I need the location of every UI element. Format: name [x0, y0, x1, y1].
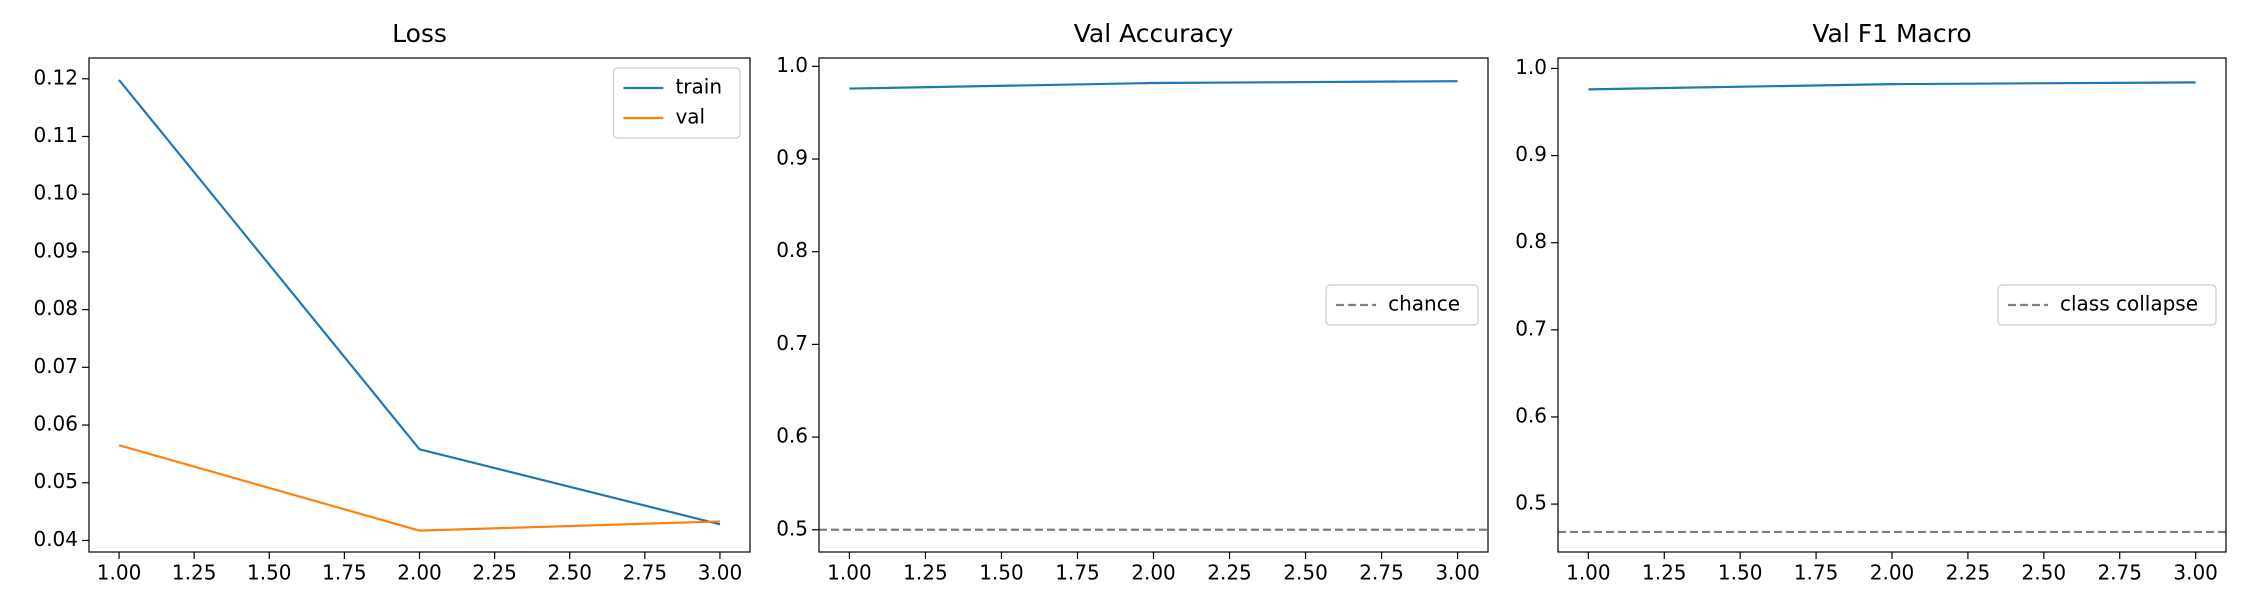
y-tick-label: 0.07 — [33, 354, 78, 378]
chart-title: Loss — [392, 19, 447, 48]
axes-frame — [88, 57, 751, 553]
legend-label: train — [675, 75, 722, 99]
x-tick-label: 1.00 — [1566, 561, 1611, 585]
x-tick-label: 2.75 — [623, 561, 668, 585]
y-tick-label: 0.08 — [33, 296, 78, 320]
x-tick-label: 1.50 — [979, 561, 1024, 585]
x-tick-label: 2.25 — [1207, 561, 1252, 585]
x-tick-label: 2.75 — [1359, 561, 1404, 585]
y-tick-label: 0.5 — [1515, 491, 1547, 515]
axes-frame — [1557, 57, 2227, 553]
x-tick-label: 2.00 — [397, 561, 442, 585]
x-tick-label: 3.00 — [698, 561, 743, 585]
chart-title: Val F1 Macro — [1812, 19, 1971, 48]
x-tick-label: 1.75 — [322, 561, 367, 585]
legend: chance — [1325, 284, 1479, 326]
x-tick-label: 2.25 — [472, 561, 517, 585]
x-tick-label: 2.00 — [1131, 561, 1176, 585]
legend-box — [1325, 284, 1479, 326]
axes-frame — [818, 57, 1489, 553]
y-tick-label: 0.5 — [776, 516, 808, 540]
y-tick-label: 0.05 — [33, 469, 78, 493]
legend-box — [1997, 284, 2217, 326]
y-tick-label: 0.8 — [1515, 229, 1547, 253]
y-tick-label: 1.0 — [776, 53, 808, 77]
y-tick-label: 0.11 — [33, 123, 78, 147]
chart-title: Val Accuracy — [1074, 19, 1234, 48]
x-tick-label: 3.00 — [2173, 561, 2218, 585]
series-line — [118, 444, 720, 532]
x-tick-label: 1.25 — [1642, 561, 1687, 585]
legend-label: class collapse — [2060, 292, 2198, 316]
series-line — [1588, 81, 2196, 91]
legend-label: val — [675, 105, 705, 129]
x-tick-label: 2.50 — [2022, 561, 2067, 585]
y-tick-label: 0.10 — [33, 181, 78, 205]
y-tick-label: 0.12 — [33, 65, 78, 89]
legend: train val — [612, 67, 741, 139]
y-tick-label: 0.04 — [33, 527, 78, 551]
series-line — [118, 79, 721, 526]
x-tick-label: 1.25 — [172, 561, 217, 585]
x-tick-label: 2.00 — [1870, 561, 1915, 585]
y-tick-label: 0.09 — [33, 238, 78, 262]
x-tick-label: 2.50 — [1283, 561, 1328, 585]
x-tick-label: 1.50 — [247, 561, 292, 585]
x-tick-label: 1.00 — [97, 561, 142, 585]
y-tick-label: 0.6 — [776, 424, 808, 448]
y-tick-label: 0.8 — [776, 238, 808, 262]
y-tick-label: 0.9 — [776, 146, 808, 170]
legend: class collapse — [1997, 284, 2217, 326]
y-tick-label: 0.06 — [33, 412, 78, 436]
x-tick-label: 1.00 — [827, 561, 872, 585]
legend-box — [612, 67, 741, 139]
x-tick-label: 1.25 — [903, 561, 948, 585]
x-tick-label: 2.25 — [1946, 561, 1991, 585]
x-tick-label: 1.50 — [1718, 561, 1763, 585]
y-tick-label: 1.0 — [1515, 55, 1547, 79]
x-tick-label: 2.75 — [2097, 561, 2142, 585]
x-tick-label: 1.75 — [1055, 561, 1100, 585]
y-tick-label: 0.9 — [1515, 142, 1547, 166]
y-tick-label: 0.7 — [776, 331, 808, 355]
y-tick-label: 0.6 — [1515, 403, 1547, 427]
x-tick-label: 1.75 — [1794, 561, 1839, 585]
x-tick-label: 2.50 — [547, 561, 592, 585]
x-tick-label: 3.00 — [1435, 561, 1480, 585]
legend-label: chance — [1388, 292, 1460, 316]
series-line — [849, 80, 1458, 90]
y-tick-label: 0.7 — [1515, 316, 1547, 340]
